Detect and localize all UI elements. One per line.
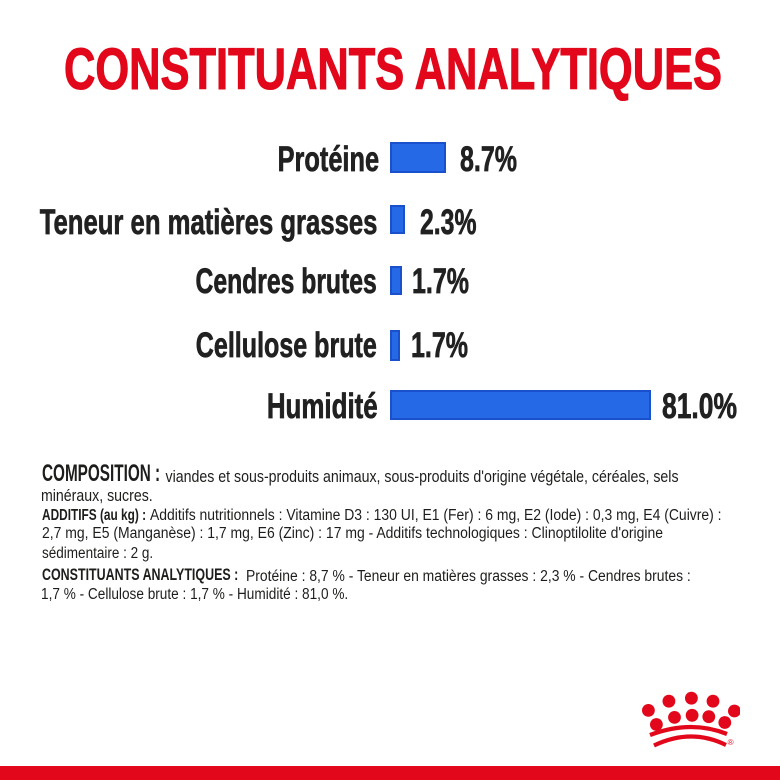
svg-text:®: ®	[728, 738, 734, 747]
